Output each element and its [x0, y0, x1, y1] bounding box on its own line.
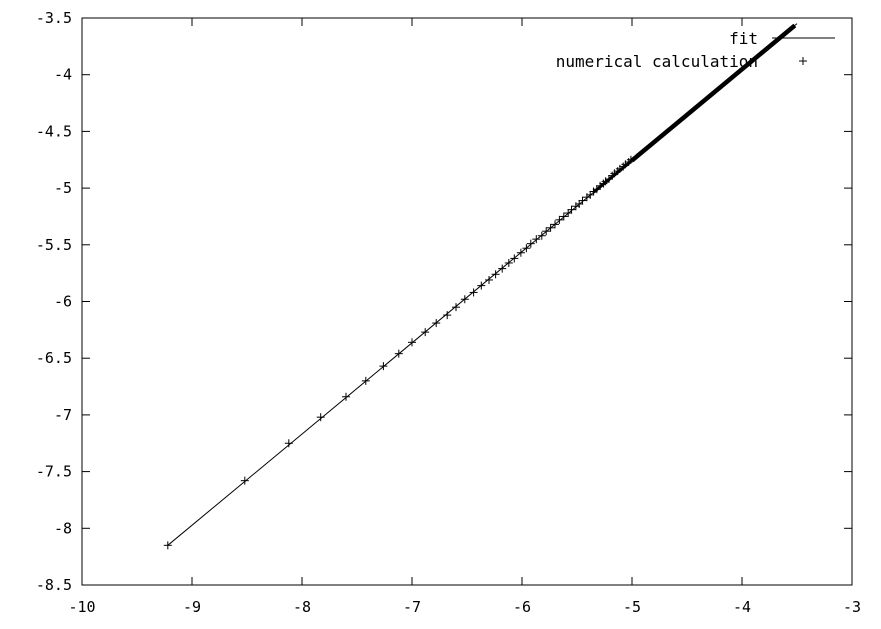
data-point — [443, 311, 452, 320]
data-point — [567, 205, 576, 214]
y-tick-label: -6 — [54, 293, 72, 311]
y-tick-label: -7 — [54, 406, 72, 424]
legend-label-numerical-calculation: numerical calculation — [556, 52, 758, 71]
data-point — [469, 288, 478, 297]
data-point — [532, 235, 541, 244]
legend-label-fit: fit — [729, 29, 758, 48]
plot-area — [81, 17, 853, 586]
y-tick-label: -5.5 — [36, 236, 72, 254]
data-point — [586, 190, 595, 199]
y-tick-label: -5 — [54, 179, 72, 197]
x-tick-label: -3 — [843, 598, 861, 616]
data-point — [551, 220, 559, 229]
x-tick-label: -5 — [623, 598, 641, 616]
data-point — [604, 175, 613, 184]
data-point — [504, 258, 513, 267]
data-point — [575, 199, 584, 208]
y-tick-label: -4 — [54, 66, 72, 84]
data-point — [460, 295, 469, 304]
x-tick-label: -8 — [293, 598, 311, 616]
data-point — [626, 155, 635, 164]
dense-point-band — [630, 23, 797, 163]
data-point — [578, 196, 587, 205]
data-point — [546, 223, 555, 232]
data-point — [542, 227, 551, 236]
data-point — [491, 270, 500, 279]
data-point — [516, 248, 525, 257]
legend: fit numerical calculation — [556, 29, 835, 71]
data-point — [379, 362, 388, 371]
data-point — [163, 541, 172, 550]
data-point — [316, 413, 325, 422]
data-point — [452, 303, 460, 312]
y-tick-label: -6.5 — [36, 349, 72, 367]
data-point — [592, 185, 601, 194]
x-tick-label: -9 — [183, 598, 201, 616]
x-tick-label: -6 — [513, 598, 531, 616]
y-tick-label: -4.5 — [36, 122, 72, 140]
data-point — [498, 264, 507, 273]
data-point — [361, 376, 370, 385]
y-tick-labels: -3.5 -4 -4.5 -5 -5.5 -6 -6.5 -7 -7.5 -8 -8.5 — [36, 9, 72, 594]
data-point — [522, 244, 531, 253]
dense-point-band-taper — [592, 159, 633, 194]
data-point — [240, 476, 249, 485]
data-point — [408, 338, 416, 347]
data-point — [559, 212, 568, 221]
data-point — [477, 281, 486, 290]
data-point — [510, 254, 519, 263]
y-tick-label: -8.5 — [36, 576, 72, 594]
x-tick-label: -10 — [68, 598, 95, 616]
y-tick-label: -7.5 — [36, 463, 72, 481]
y-tick-label: -3.5 — [36, 9, 72, 27]
data-point — [537, 231, 546, 240]
data-point — [342, 392, 350, 401]
data-point — [394, 349, 403, 358]
legend-sample-marker — [799, 57, 807, 65]
x-tick-labels: -10 -9 -8 -7 -6 -5 -4 -3 — [68, 598, 861, 616]
data-point — [421, 328, 430, 337]
data-point — [526, 239, 535, 248]
data-point — [485, 275, 493, 284]
data-point — [284, 439, 293, 448]
x-tick-label: -4 — [733, 598, 751, 616]
data-point — [432, 319, 441, 328]
y-tick-label: -8 — [54, 519, 72, 537]
x-tick-label: -7 — [403, 598, 421, 616]
series — [163, 23, 798, 550]
data-point — [555, 215, 564, 224]
data-point — [564, 209, 573, 218]
plot-frame — [81, 17, 853, 586]
axis-ticks — [81, 17, 853, 586]
